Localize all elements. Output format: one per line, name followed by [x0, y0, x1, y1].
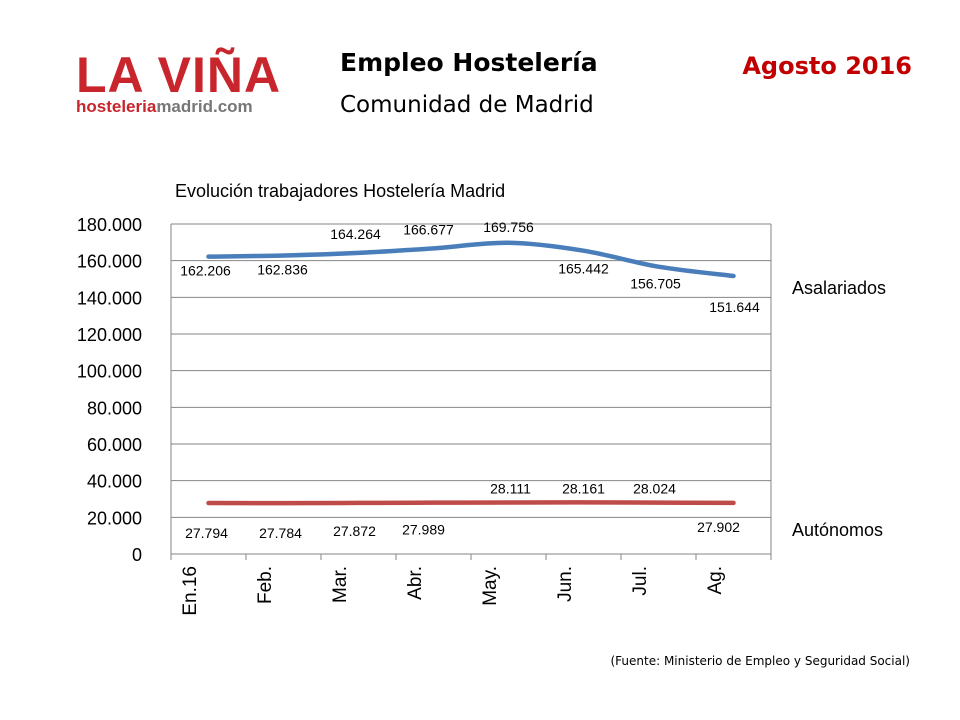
x-tick-label: Jun.: [555, 566, 576, 602]
data-label: 151.644: [709, 299, 760, 315]
data-label: 28.024: [633, 481, 676, 497]
y-tick-label: 100.000: [77, 362, 142, 382]
x-tick-label: Abr.: [405, 566, 426, 600]
series-line-asalariados: [206, 240, 736, 279]
y-tick-label: 20.000: [87, 508, 142, 528]
series-line-autónomos: [206, 500, 736, 506]
y-tick-label: 0: [132, 545, 142, 565]
x-tick-label: May.: [480, 566, 501, 606]
x-tick-label: Feb.: [255, 566, 276, 604]
data-label: 27.902: [697, 519, 740, 535]
data-label: 156.705: [630, 276, 681, 292]
y-tick-label: 160.000: [77, 252, 142, 272]
data-label: 166.677: [403, 221, 454, 237]
page-subtitle: Comunidad de Madrid: [340, 92, 594, 118]
logo: LA VIÑA hosteleriamadrid.com: [76, 50, 296, 116]
data-label: 162.206: [180, 263, 231, 279]
data-label: 28.111: [490, 480, 531, 496]
data-label: 27.784: [259, 525, 302, 541]
x-tick-label: Jul.: [630, 566, 651, 596]
data-label: 162.836: [257, 261, 308, 277]
logo-name: LA VIÑA: [76, 47, 282, 103]
chart-grid: [171, 223, 771, 518]
x-tick-label: Ag.: [705, 566, 726, 595]
data-label: 27.794: [185, 525, 228, 541]
chart-data-labels: 162.206 162.836 164.264 166.677 169.756 165.4…: [180, 219, 886, 541]
data-label: 165.442: [558, 261, 609, 277]
data-label: 164.264: [330, 226, 381, 242]
data-label: 27.989: [402, 522, 445, 538]
chart-series: [206, 240, 736, 506]
y-tick-label: 60.000: [87, 435, 142, 455]
data-label: 169.756: [483, 219, 534, 235]
y-tick-label: 120.000: [77, 325, 142, 345]
x-tick-label: Mar.: [330, 566, 351, 603]
y-tick-label: 140.000: [77, 288, 142, 308]
y-tick-label: 180.000: [77, 215, 142, 235]
y-tick-label: 80.000: [87, 398, 142, 418]
chart-title: Evolución trabajadores Hostelería Madrid: [175, 181, 505, 201]
logo-url-part1: hosteleria: [76, 97, 157, 116]
data-label: 28.161: [562, 480, 605, 496]
report-date: Agosto 2016: [742, 52, 912, 80]
page-title: Empleo Hostelería: [340, 48, 598, 77]
series-label: Autónomos: [792, 520, 883, 540]
data-label: 27.872: [333, 523, 376, 539]
y-tick-label: 40.000: [87, 472, 142, 492]
series-label: Asalariados: [792, 278, 886, 298]
chart-axes: 0 20.000 40.000 60.000 80.000 100.000 120.000 1…: [77, 215, 772, 616]
logo-url: hosteleriamadrid.com: [76, 98, 296, 116]
logo-url-part2: madrid.com: [156, 97, 253, 116]
source-note: (Fuente: Ministerio de Empleo y Segurida…: [610, 654, 910, 668]
x-tick-label: En.16: [180, 566, 201, 616]
